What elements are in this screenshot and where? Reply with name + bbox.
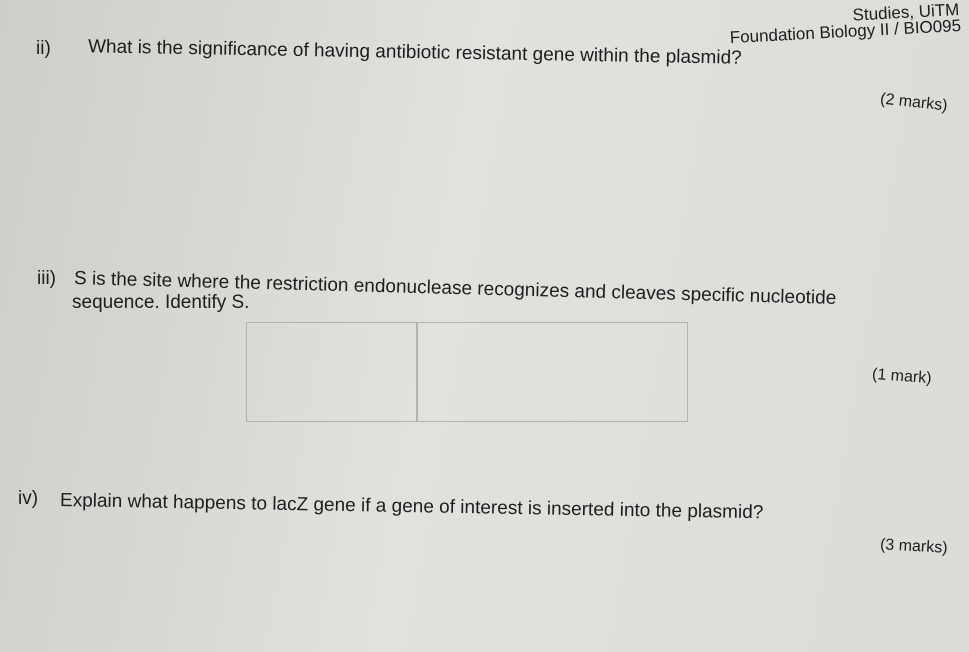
question-number: iv)	[18, 488, 39, 509]
question-text: sequence. Identify S.	[72, 292, 250, 313]
faint-table	[246, 322, 688, 422]
question-number: ii)	[36, 38, 51, 59]
marks: (1 mark)	[871, 365, 933, 388]
question-text: What is the significance of having antib…	[87, 36, 742, 69]
marks: (2 marks)	[879, 90, 949, 115]
header-line: Foundation Biology II / BIO095	[729, 16, 962, 48]
question-number: iii)	[37, 268, 56, 289]
faint-line	[416, 322, 418, 422]
marks: (3 marks)	[879, 536, 948, 557]
question-text: Explain what happens to lacZ gene if a g…	[59, 490, 764, 524]
